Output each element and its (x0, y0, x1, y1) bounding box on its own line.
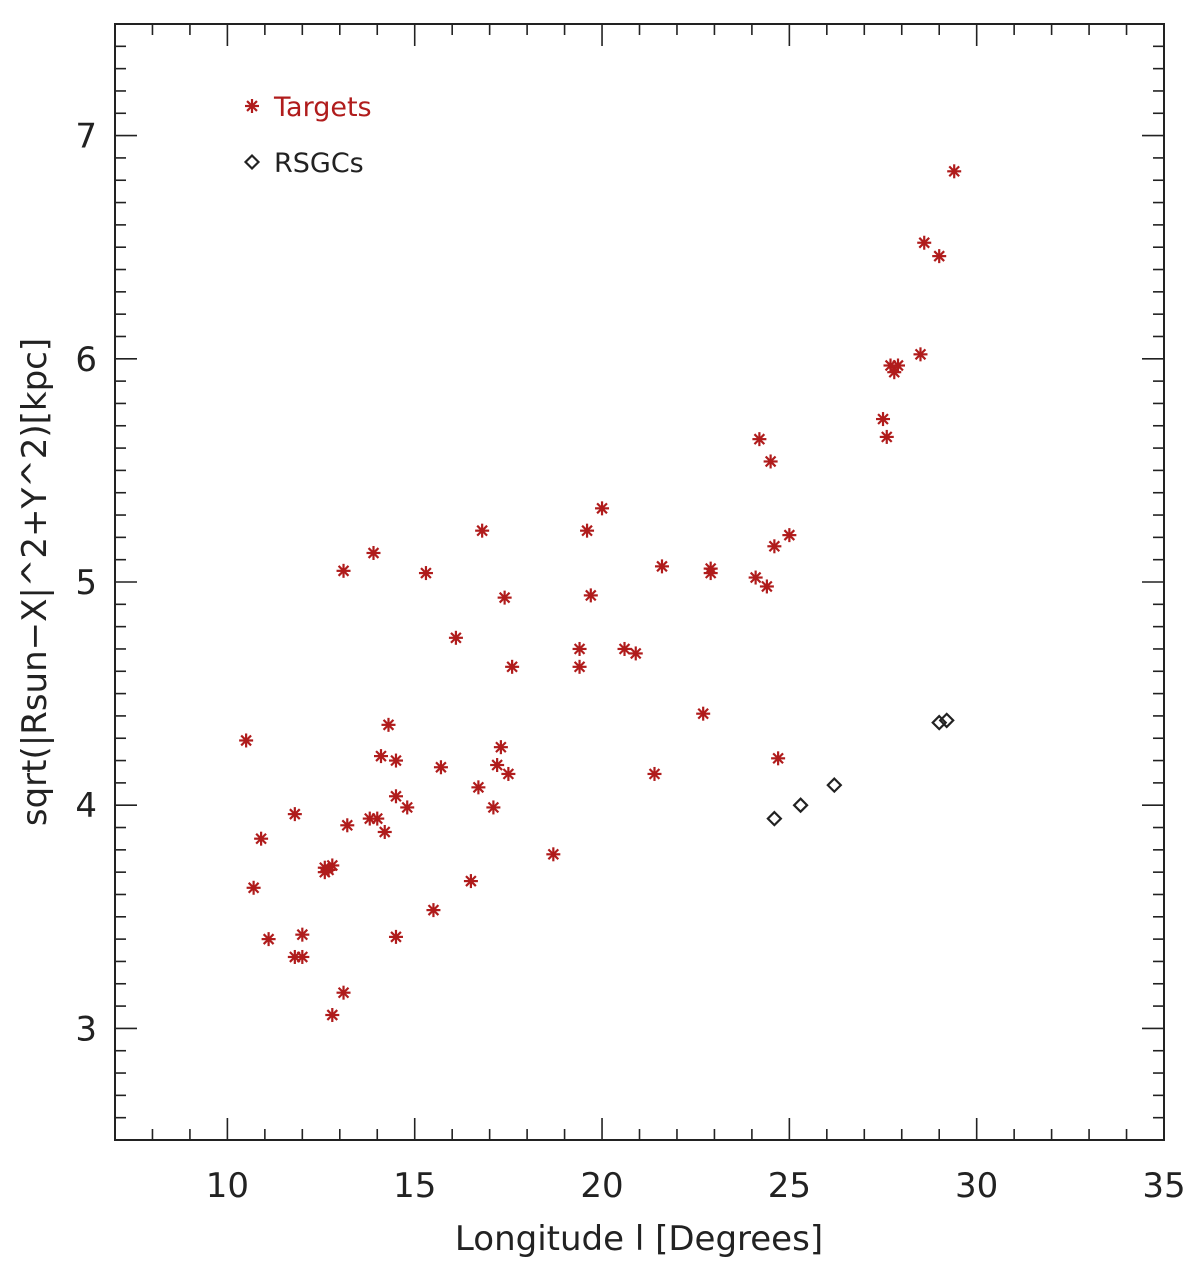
target-point (381, 717, 396, 732)
legend-label-targets: Targets (273, 92, 372, 123)
target-point (752, 432, 767, 447)
target-point (497, 590, 512, 605)
target-point (546, 847, 561, 862)
legend-marker-rsgcs (243, 153, 261, 171)
target-point (246, 880, 261, 895)
target-point (763, 454, 778, 469)
y-axis-title: sqrt(|Rsun−X|^2+Y^2)[kpc] (15, 338, 55, 826)
target-point (748, 570, 763, 585)
target-point (388, 753, 403, 768)
data-points (239, 164, 962, 1023)
target-point (913, 347, 928, 362)
target-point (418, 566, 433, 581)
target-point (771, 751, 786, 766)
target-point (490, 758, 505, 773)
target-point (475, 523, 490, 538)
target-point (336, 985, 351, 1000)
target-point (572, 641, 587, 656)
series-targets (239, 164, 962, 1023)
target-point (583, 588, 598, 603)
target-point (463, 874, 478, 889)
target-point (782, 528, 797, 543)
target-point (493, 740, 508, 755)
y-tick-label: 6 (75, 340, 97, 380)
target-point (879, 429, 894, 444)
y-tick-label: 3 (75, 1009, 97, 1049)
target-point (876, 412, 891, 427)
target-point (370, 811, 385, 826)
rsgc-point (938, 712, 955, 729)
target-point (759, 579, 774, 594)
target-point (572, 659, 587, 674)
target-point (505, 659, 520, 674)
target-point (703, 566, 718, 581)
x-tick-label: 25 (768, 1166, 811, 1206)
target-point (377, 824, 392, 839)
target-point (501, 766, 516, 781)
y-tick-label: 5 (75, 563, 97, 603)
y-tick-label: 7 (75, 117, 97, 157)
target-point (295, 949, 310, 964)
target-point (325, 1008, 340, 1023)
target-point (947, 164, 962, 179)
rsgc-point (792, 797, 809, 814)
target-point (617, 641, 632, 656)
target-point (340, 818, 355, 833)
target-point (433, 760, 448, 775)
axis-tick-labels: 10 15 20 25 30 35 3 4 5 6 7 (75, 117, 1185, 1206)
target-point (932, 249, 947, 264)
target-point (426, 903, 441, 918)
target-point (628, 646, 643, 661)
x-tick-label: 15 (393, 1166, 436, 1206)
rsgc-point (766, 810, 783, 827)
target-point (654, 559, 669, 574)
rsgc-point (931, 714, 948, 731)
target-point (388, 929, 403, 944)
target-point (595, 501, 610, 516)
y-tick-label: 4 (75, 786, 97, 826)
target-point (239, 733, 254, 748)
target-point (287, 807, 302, 822)
target-point (388, 789, 403, 804)
legend-marker-targets (245, 99, 259, 113)
target-point (580, 523, 595, 538)
target-point (373, 749, 388, 764)
legend: Targets RSGCs (243, 92, 372, 179)
target-point (471, 780, 486, 795)
target-point (400, 800, 415, 815)
legend-label-rsgcs: RSGCs (274, 148, 364, 179)
target-point (261, 932, 276, 947)
target-point (254, 831, 269, 846)
target-point (295, 927, 310, 942)
target-point (486, 800, 501, 815)
target-point (696, 706, 711, 721)
target-point (366, 545, 381, 560)
x-tick-label: 35 (1142, 1166, 1185, 1206)
target-point (891, 358, 906, 373)
plot-frame (114, 23, 1165, 1141)
x-tick-label: 10 (206, 1166, 249, 1206)
target-point (917, 235, 932, 250)
x-axis-title: Longitude l [Degrees] (455, 1219, 823, 1259)
target-point (647, 766, 662, 781)
rsgc-point (826, 777, 843, 794)
target-point (317, 865, 332, 880)
series-rsgcs (766, 712, 955, 827)
target-point (767, 539, 782, 554)
x-tick-label: 20 (580, 1166, 623, 1206)
target-point (336, 563, 351, 578)
x-tick-label: 30 (955, 1166, 998, 1206)
target-point (448, 630, 463, 645)
axis-ticks (114, 23, 1165, 1141)
